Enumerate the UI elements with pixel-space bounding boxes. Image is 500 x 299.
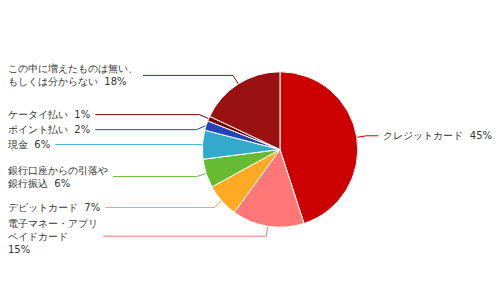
svg-text:ペイドカード: ペイドカード — [8, 231, 68, 242]
svg-text:銀行口座からの引落や: 銀行口座からの引落や — [8, 165, 108, 176]
svg-text:この中に増えたものは無い、: この中に増えたものは無い、 — [8, 63, 138, 74]
svg-text:電子マネー・アプリ: 電子マネー・アプリ — [8, 218, 98, 229]
svg-text:デビットカード 7%: デビットカード 7% — [8, 202, 100, 213]
svg-text:銀行振込 6%: 銀行振込 6% — [8, 178, 70, 189]
svg-text:もしくは分からない 18%: もしくは分からない 18% — [8, 76, 127, 87]
svg-text:ケータイ払い 1%: ケータイ払い 1% — [8, 109, 90, 120]
svg-text:ポイント払い 2%: ポイント払い 2% — [8, 124, 90, 135]
svg-text:クレジットカード 45%: クレジットカード 45% — [383, 130, 492, 141]
svg-text:現金 6%: 現金 6% — [8, 139, 50, 150]
svg-text:15%: 15% — [8, 244, 30, 255]
